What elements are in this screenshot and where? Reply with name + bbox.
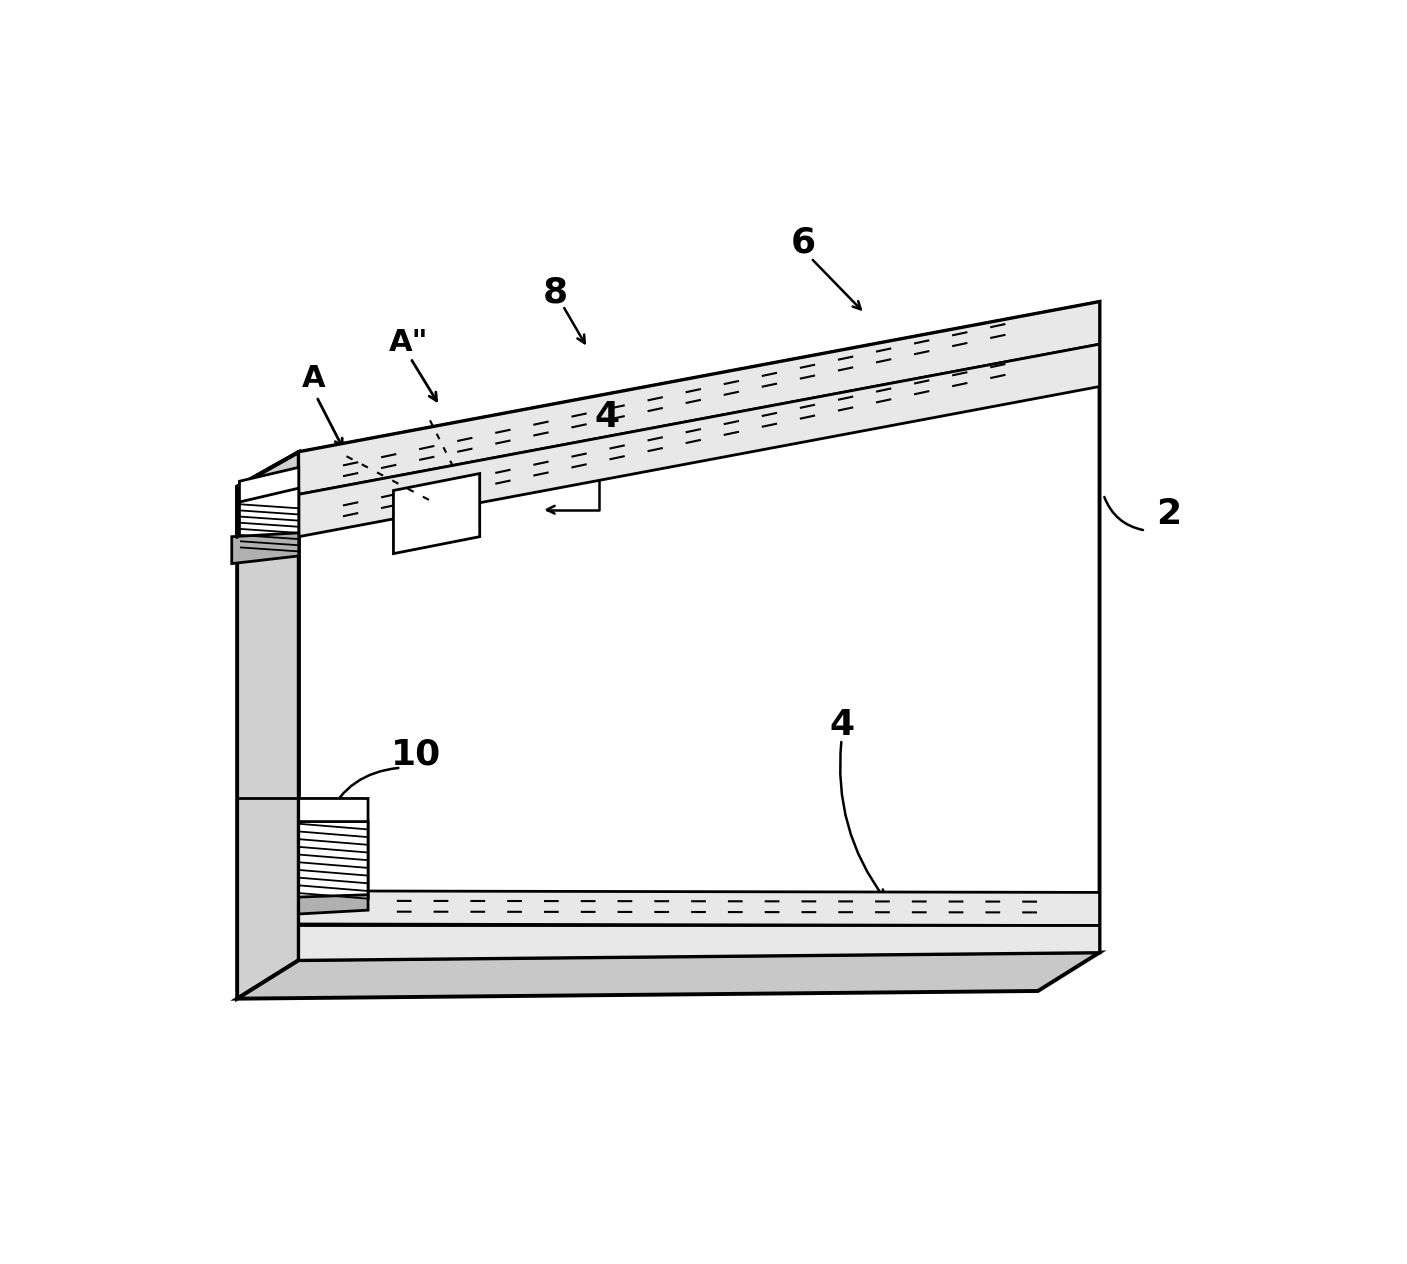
Polygon shape bbox=[298, 302, 1099, 961]
Text: 10: 10 bbox=[391, 738, 442, 771]
Polygon shape bbox=[298, 822, 369, 902]
Text: 8: 8 bbox=[543, 276, 567, 310]
Text: 6: 6 bbox=[791, 225, 816, 259]
Polygon shape bbox=[298, 891, 1099, 925]
Polygon shape bbox=[298, 799, 369, 902]
Polygon shape bbox=[239, 468, 298, 552]
Polygon shape bbox=[298, 925, 1099, 961]
Text: A: A bbox=[303, 364, 326, 393]
Text: 2: 2 bbox=[1157, 497, 1182, 531]
Polygon shape bbox=[232, 533, 298, 564]
Polygon shape bbox=[238, 453, 298, 999]
Polygon shape bbox=[298, 895, 369, 914]
Polygon shape bbox=[394, 474, 480, 554]
Text: 4: 4 bbox=[594, 401, 619, 435]
Polygon shape bbox=[238, 953, 1099, 999]
FancyArrowPatch shape bbox=[1104, 497, 1142, 530]
Polygon shape bbox=[239, 488, 298, 552]
Text: 4: 4 bbox=[829, 708, 854, 742]
Polygon shape bbox=[298, 344, 1099, 537]
Text: A": A" bbox=[390, 329, 429, 358]
Polygon shape bbox=[298, 302, 1099, 494]
